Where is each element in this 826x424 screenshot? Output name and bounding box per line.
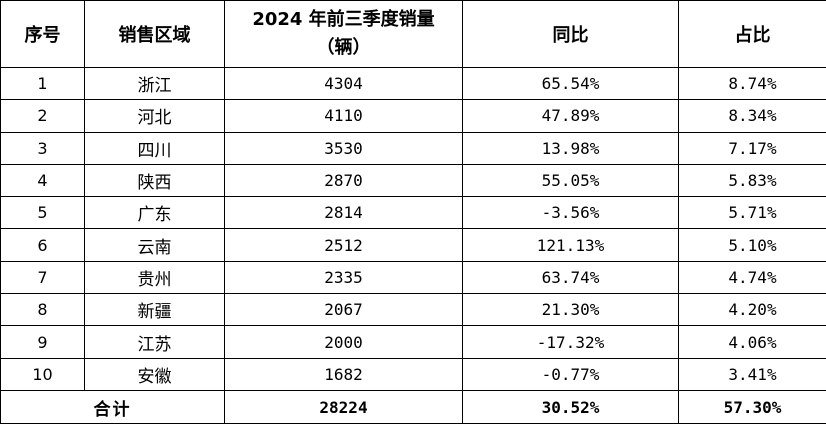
table-row: 10 安徽 1682 -0.77% 3.41% (0, 357, 826, 392)
cell-index: 2 (0, 99, 85, 133)
header-volume: 2024 年前三季度销量 （辆） (224, 0, 463, 68)
cell-region: 新疆 (84, 293, 225, 327)
cell-volume: 2335 (224, 260, 463, 295)
header-region: 销售区域 (84, 0, 225, 68)
table-row: 4 陕西 2870 55.05% 5.83% (0, 163, 826, 198)
header-volume-line1: 2024 年前三季度销量 (252, 9, 435, 30)
cell-region: 江苏 (84, 325, 225, 359)
cell-index: 10 (0, 357, 85, 392)
cell-region: 四川 (84, 131, 225, 165)
total-volume: 28224 (224, 390, 463, 424)
header-volume-line2: （辆） (316, 37, 371, 58)
cell-volume: 2067 (224, 293, 463, 327)
cell-index: 9 (0, 325, 85, 359)
cell-share: 8.34% (678, 99, 826, 133)
cell-index: 6 (0, 228, 85, 262)
cell-region: 陕西 (84, 163, 225, 198)
cell-index: 8 (0, 293, 85, 327)
cell-share: 4.06% (678, 325, 826, 359)
cell-share: 5.71% (678, 196, 826, 230)
cell-volume: 2000 (224, 325, 463, 359)
cell-volume: 2814 (224, 196, 463, 230)
cell-index: 4 (0, 163, 85, 198)
cell-yoy: 21.30% (462, 293, 679, 327)
cell-volume: 4304 (224, 66, 463, 101)
cell-share: 3.41% (678, 357, 826, 392)
cell-region: 贵州 (84, 260, 225, 295)
header-yoy: 同比 (462, 0, 679, 68)
cell-region: 浙江 (84, 66, 225, 101)
cell-share: 5.10% (678, 228, 826, 262)
table-row: 6 云南 2512 121.13% 5.10% (0, 228, 826, 262)
cell-yoy: -0.77% (462, 357, 679, 392)
cell-share: 7.17% (678, 131, 826, 165)
cell-yoy: 13.98% (462, 131, 679, 165)
cell-volume: 2512 (224, 228, 463, 262)
cell-index: 1 (0, 66, 85, 101)
total-yoy: 30.52% (462, 390, 679, 424)
table-row: 7 贵州 2335 63.74% 4.74% (0, 260, 826, 295)
cell-index: 3 (0, 131, 85, 165)
header-index: 序号 (0, 0, 85, 68)
cell-yoy: 55.05% (462, 163, 679, 198)
total-row: 合计 28224 30.52% 57.30% (0, 390, 826, 424)
cell-index: 7 (0, 260, 85, 295)
table-row: 3 四川 3530 13.98% 7.17% (0, 131, 826, 165)
cell-share: 8.74% (678, 66, 826, 101)
total-label: 合计 (0, 390, 225, 424)
cell-yoy: 47.89% (462, 99, 679, 133)
cell-region: 河北 (84, 99, 225, 133)
cell-index: 5 (0, 196, 85, 230)
cell-share: 5.83% (678, 163, 826, 198)
header-row: 序号 销售区域 2024 年前三季度销量 （辆） 同比 占比 (0, 0, 826, 68)
cell-volume: 1682 (224, 357, 463, 392)
table-row: 2 河北 4110 47.89% 8.34% (0, 99, 826, 133)
cell-yoy: -3.56% (462, 196, 679, 230)
table-row: 8 新疆 2067 21.30% 4.20% (0, 293, 826, 327)
cell-yoy: -17.32% (462, 325, 679, 359)
cell-volume: 2870 (224, 163, 463, 198)
cell-share: 4.74% (678, 260, 826, 295)
table-row: 1 浙江 4304 65.54% 8.74% (0, 66, 826, 101)
cell-volume: 3530 (224, 131, 463, 165)
cell-yoy: 65.54% (462, 66, 679, 101)
total-share: 57.30% (678, 390, 826, 424)
cell-yoy: 121.13% (462, 228, 679, 262)
table-row: 5 广东 2814 -3.56% 5.71% (0, 196, 826, 230)
table-row: 9 江苏 2000 -17.32% 4.06% (0, 325, 826, 359)
cell-yoy: 63.74% (462, 260, 679, 295)
cell-region: 广东 (84, 196, 225, 230)
cell-volume: 4110 (224, 99, 463, 133)
cell-region: 安徽 (84, 357, 225, 392)
cell-share: 4.20% (678, 293, 826, 327)
header-share: 占比 (678, 0, 826, 68)
cell-region: 云南 (84, 228, 225, 262)
